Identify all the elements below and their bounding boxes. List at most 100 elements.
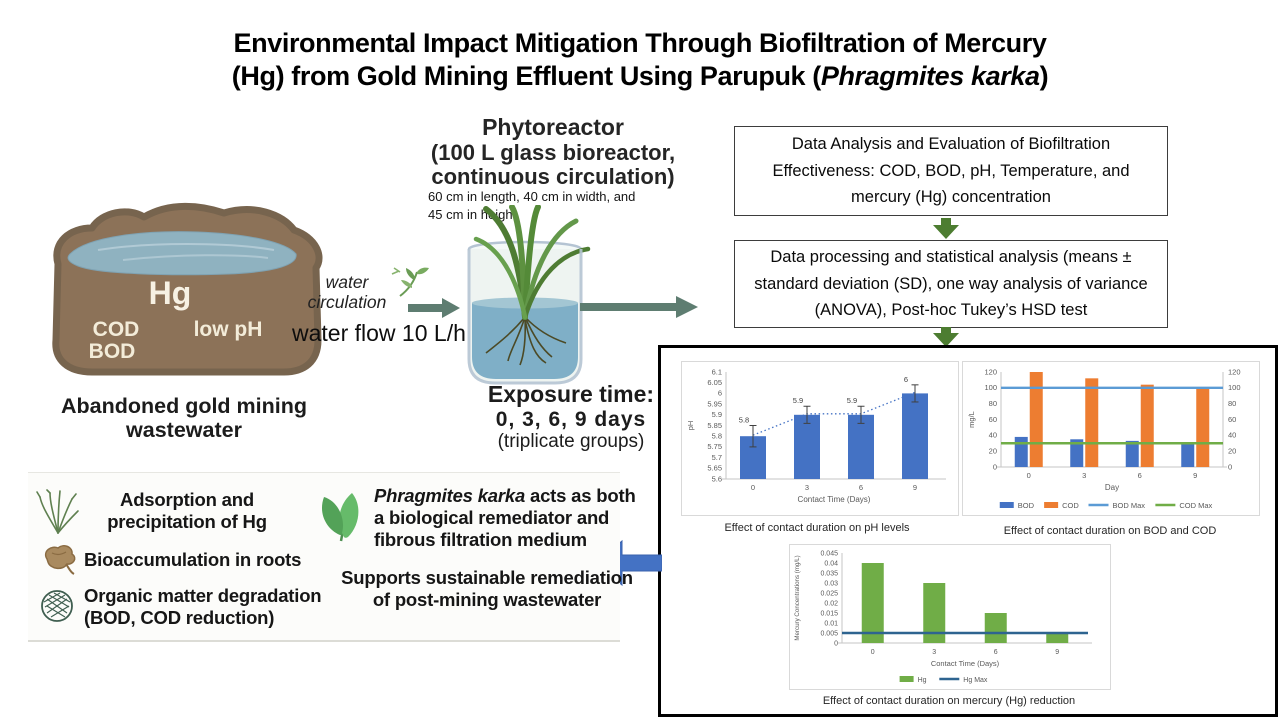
sustainability-text: Supports sustainable remediation of post… [341,567,633,611]
svg-text:BOD Max: BOD Max [1113,501,1146,510]
svg-text:0: 0 [751,483,755,492]
svg-text:5.65: 5.65 [707,464,722,473]
svg-text:COD Max: COD Max [1179,501,1212,510]
mechanism-degradation: Organic matter degradation (BOD, COD red… [84,585,322,629]
svg-text:0.005: 0.005 [820,630,838,637]
down-arrow-icon [933,218,959,239]
svg-text:5.85: 5.85 [707,421,722,430]
bod-label: BOD [89,340,136,363]
hg-chart-caption: Effect of contact duration on mercury (H… [822,695,1076,707]
svg-text:80: 80 [989,399,997,408]
ph-chart: 5.6 5.65 5.7 5.75 5.8 5.85 5.9 5.95 6 6.05 6.1 5.8 5… [681,361,959,516]
svg-text:Mercury Concentrations (mg/L): Mercury Concentrations (mg/L) [794,555,801,640]
svg-text:Day: Day [1105,483,1119,492]
svg-text:60: 60 [989,415,997,424]
mechanism-bioaccumulation: Bioaccumulation in roots [84,549,302,570]
pond-caption: Abandoned gold mining wastewater [60,394,308,443]
svg-text:Hg Max: Hg Max [963,677,988,684]
svg-text:5.6: 5.6 [712,474,722,483]
svg-text:5.8: 5.8 [739,416,749,425]
svg-text:3: 3 [932,649,936,656]
svg-text:9: 9 [913,483,917,492]
svg-text:Contact Time (Days): Contact Time (Days) [931,659,1000,668]
cod-label: COD [93,318,140,341]
svg-text:6.05: 6.05 [707,378,722,387]
mining-pond-illustration: Hg COD BOD low pH [28,192,340,390]
svg-text:6: 6 [718,389,722,398]
svg-text:5.9: 5.9 [712,410,722,419]
svg-text:pH: pH [686,421,695,431]
svg-text:6: 6 [1138,471,1142,480]
phytoreactor-heading: Phytoreactor (100 L glass bioreactor, co… [386,114,720,189]
svg-text:0: 0 [1027,471,1031,480]
sprig-icon [390,264,432,298]
svg-text:3: 3 [1082,471,1086,480]
down-arrow-icon [933,327,959,347]
svg-text:Hg: Hg [918,677,927,684]
svg-text:5.7: 5.7 [712,453,722,462]
grass-icon [36,489,80,535]
svg-text:5.75: 5.75 [707,442,722,451]
svg-text:0.045: 0.045 [820,550,838,557]
title-line2: (Hg) from Gold Mining Effluent Using Par… [231,61,1049,92]
svg-text:0.025: 0.025 [820,590,838,597]
svg-text:0: 0 [1228,462,1232,471]
bioreactor-illustration [450,205,600,391]
svg-text:3: 3 [805,483,809,492]
exposure-time-block: Exposure time: 0, 3, 6, 9 days (triplica… [487,381,655,452]
results-panel: 5.6 5.65 5.7 5.75 5.8 5.85 5.9 5.95 6 6.05 6.1 5.8 5… [658,345,1278,717]
svg-text:9: 9 [1193,471,1197,480]
bod-cod-chart-caption: Effect of contact duration on BOD and CO… [1003,525,1217,537]
outflow-arrow [580,295,698,319]
svg-text:6.1: 6.1 [712,367,722,376]
ph-chart-caption: Effect of contact duration on pH levels [724,522,910,534]
svg-text:0.03: 0.03 [824,580,838,587]
bod-cod-chart: 0 0 20 20 40 40 60 60 80 80 100 100 120 120 0 3 6 9 Day mg/… [962,361,1260,516]
svg-text:80: 80 [1228,399,1236,408]
species-name: Phragmites karka [820,61,1040,92]
svg-text:COD: COD [1062,501,1079,510]
svg-text:6: 6 [859,483,863,492]
svg-text:0.035: 0.035 [820,570,838,577]
root-mass-icon [40,543,78,577]
svg-text:0: 0 [993,462,997,471]
svg-text:mg/L: mg/L [967,411,976,428]
svg-text:0.04: 0.04 [824,560,838,567]
species-name: Phragmites karka [374,485,526,506]
svg-text:6: 6 [904,375,908,384]
analysis-box: Data Analysis and Evaluation of Biofiltr… [734,126,1168,216]
svg-text:6: 6 [994,649,998,656]
page-title: Environmental Impact Mitigation Through … [0,27,1280,94]
leaves-icon [314,487,368,547]
svg-text:0.015: 0.015 [820,610,838,617]
svg-text:5.9: 5.9 [847,396,857,405]
karka-role-text: Phragmites karka acts as both a biologic… [374,485,636,551]
svg-text:Contact Time (Days): Contact Time (Days) [798,495,871,504]
svg-text:0.01: 0.01 [824,620,838,627]
plant-leaves [473,205,591,320]
hg-label: Hg [149,275,192,311]
svg-text:60: 60 [1228,415,1236,424]
title-line1: Environmental Impact Mitigation Through … [233,28,1047,58]
svg-text:5.8: 5.8 [712,432,722,441]
svg-text:100: 100 [1228,383,1241,392]
svg-text:40: 40 [1228,431,1236,440]
svg-text:9: 9 [1055,649,1059,656]
circulation-arrow [408,297,460,319]
svg-text:BOD: BOD [1018,501,1035,510]
water-flow-label: water flow 10 L/h [292,320,466,346]
svg-text:0: 0 [871,649,875,656]
svg-text:20: 20 [989,446,997,455]
svg-text:100: 100 [984,383,997,392]
hg-chart: 0 0.005 0.01 0.015 0.02 0.025 0.03 0.035 0.04 0.0… [789,544,1111,690]
svg-text:20: 20 [1228,446,1236,455]
phytoreactor-title: Phytoreactor [482,114,624,140]
low-ph-label: low pH [194,318,263,341]
organic-matter-icon [38,587,76,625]
svg-text:5.95: 5.95 [707,399,722,408]
svg-text:0.02: 0.02 [824,600,838,607]
svg-text:120: 120 [984,367,997,376]
svg-text:120: 120 [1228,367,1241,376]
mechanism-adsorption: Adsorption and precipitation of Hg [107,489,267,533]
